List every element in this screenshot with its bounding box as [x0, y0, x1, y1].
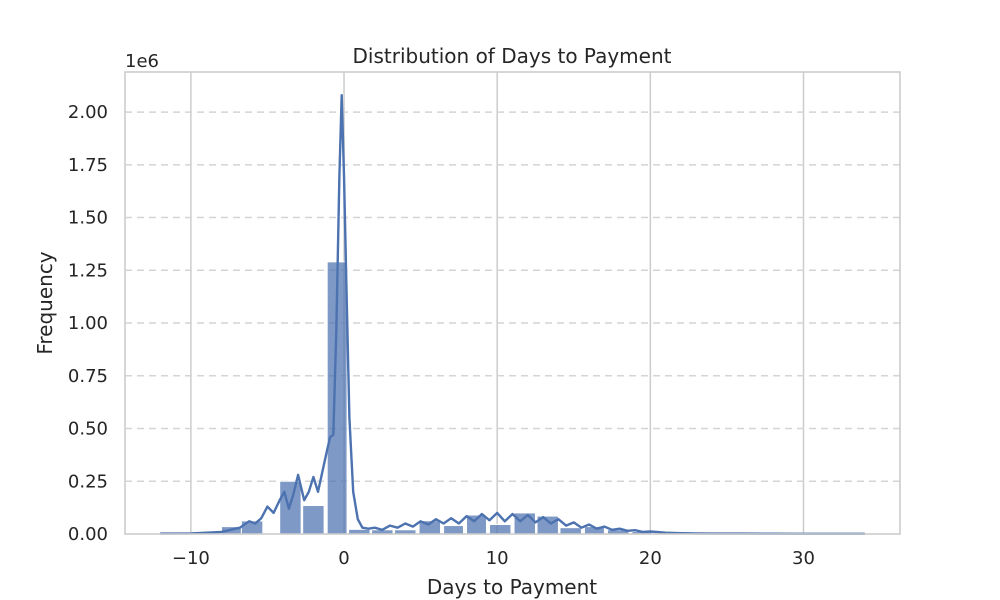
kde-curve [160, 93, 865, 535]
x-axis-ticks: −10 0 10 20 30 [172, 548, 815, 569]
axes-frame [124, 71, 901, 535]
y-tick-label: 0.75 [68, 366, 108, 387]
y-tick-label: 0.50 [68, 419, 108, 440]
x-tick-label: 20 [639, 548, 662, 569]
x-tick-label: −10 [172, 548, 210, 569]
y-axis-ticks: 0.00 0.25 0.50 0.75 1.00 1.25 1.50 1.75 2.00 [68, 102, 108, 545]
x-tick-label: 10 [486, 548, 509, 569]
y-tick-label: 0.00 [68, 524, 108, 545]
x-tick-label: 0 [338, 548, 349, 569]
y-tick-label: 1.00 [68, 313, 108, 334]
x-tick-label: 30 [792, 548, 815, 569]
y-axis-label: Frequency [33, 251, 57, 354]
y-tick-label: 1.50 [68, 208, 108, 229]
x-axis-label: Days to Payment [427, 575, 597, 599]
y-tick-label: 0.25 [68, 471, 108, 492]
kde-line [160, 93, 865, 535]
histogram-bar [443, 525, 464, 535]
y-tick-label: 1.25 [68, 260, 108, 281]
y-axis-offset-label: 1e6 [125, 51, 159, 72]
histogram-bar [302, 505, 325, 535]
histogram-bar [559, 527, 582, 535]
chart-title: Distribution of Days to Payment [353, 44, 672, 68]
histogram-bar [489, 524, 512, 535]
y-tick-label: 1.75 [68, 155, 108, 176]
y-tick-label: 2.00 [68, 102, 108, 123]
